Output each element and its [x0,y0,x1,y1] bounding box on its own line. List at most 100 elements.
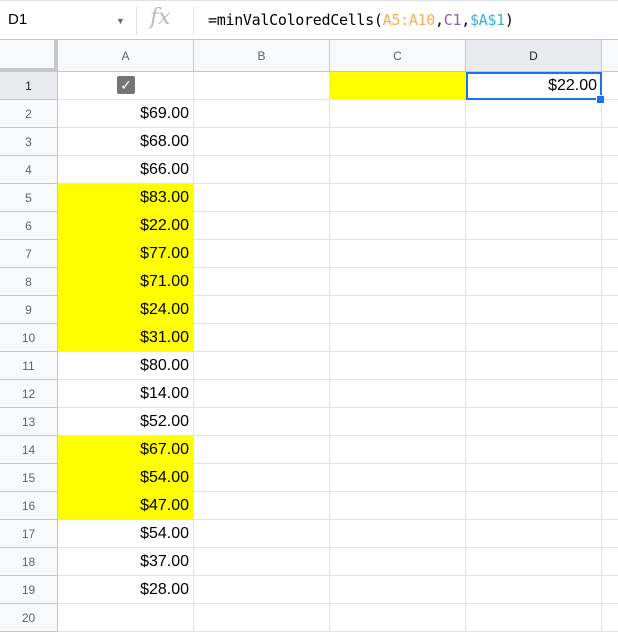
cell-a7[interactable]: $77.00 [58,240,194,268]
cell[interactable] [194,352,330,380]
row-header-17[interactable]: 17 [0,520,58,548]
cell-d1-result[interactable]: $22.00 [466,72,602,100]
cell[interactable] [466,604,602,632]
cell[interactable] [330,324,466,352]
cell[interactable] [602,520,618,548]
fill-handle[interactable] [596,95,605,104]
cell[interactable] [330,268,466,296]
cell[interactable] [466,268,602,296]
cell[interactable] [330,184,466,212]
cell[interactable] [330,240,466,268]
cell-a14[interactable]: $67.00 [58,436,194,464]
cell[interactable] [330,520,466,548]
row-header-10[interactable]: 10 [0,324,58,352]
column-header-a[interactable]: A [58,40,194,72]
row-header-6[interactable]: 6 [0,212,58,240]
cell[interactable] [466,324,602,352]
cell-a16[interactable]: $47.00 [58,492,194,520]
cell[interactable] [466,184,602,212]
cell-a15[interactable]: $54.00 [58,464,194,492]
cell[interactable] [330,212,466,240]
cell[interactable] [602,296,618,324]
cell[interactable] [466,100,602,128]
cell[interactable] [466,576,602,604]
cell[interactable] [194,520,330,548]
cell[interactable] [602,72,618,100]
cell[interactable] [466,380,602,408]
cell[interactable] [330,436,466,464]
cell-a8[interactable]: $71.00 [58,268,194,296]
cell[interactable] [602,380,618,408]
cell[interactable] [330,100,466,128]
cell-a18[interactable]: $37.00 [58,548,194,576]
cell[interactable] [602,492,618,520]
column-header-b[interactable]: B [194,40,330,72]
row-header-11[interactable]: 11 [0,352,58,380]
cell[interactable] [330,156,466,184]
cell[interactable] [466,492,602,520]
cell[interactable] [602,576,618,604]
cell[interactable] [466,464,602,492]
cell-a4[interactable]: $66.00 [58,156,194,184]
row-header-18[interactable]: 18 [0,548,58,576]
cell[interactable] [602,268,618,296]
cell[interactable] [466,352,602,380]
cell[interactable] [602,156,618,184]
row-header-20[interactable]: 20 [0,604,58,632]
cell[interactable] [194,156,330,184]
cell[interactable] [466,212,602,240]
cell[interactable] [602,464,618,492]
cell[interactable] [194,548,330,576]
cell[interactable] [194,492,330,520]
cell[interactable] [330,380,466,408]
row-header-5[interactable]: 5 [0,184,58,212]
cell[interactable] [330,408,466,436]
cell[interactable] [194,408,330,436]
cell[interactable] [466,156,602,184]
cell[interactable] [466,240,602,268]
cell[interactable] [194,464,330,492]
cell[interactable] [330,464,466,492]
row-header-13[interactable]: 13 [0,408,58,436]
cell[interactable] [58,604,194,632]
row-header-16[interactable]: 16 [0,492,58,520]
cell[interactable] [194,240,330,268]
select-all-corner[interactable] [0,40,58,72]
cell[interactable] [194,436,330,464]
cell[interactable] [330,296,466,324]
cell-a10[interactable]: $31.00 [58,324,194,352]
cell-a1[interactable]: ✓ [58,72,194,100]
cell[interactable] [602,436,618,464]
cell-c1-color-reference[interactable] [330,72,466,100]
cell[interactable] [330,604,466,632]
cell[interactable] [194,72,330,100]
row-header-15[interactable]: 15 [0,464,58,492]
cell[interactable] [602,324,618,352]
cell[interactable] [330,492,466,520]
cell-a6[interactable]: $22.00 [58,212,194,240]
cell[interactable] [330,352,466,380]
column-header-c[interactable]: C [330,40,466,72]
cell[interactable] [602,240,618,268]
cell-a9[interactable]: $24.00 [58,296,194,324]
cell[interactable] [194,576,330,604]
cell-a12[interactable]: $14.00 [58,380,194,408]
cell[interactable] [602,212,618,240]
cell[interactable] [602,548,618,576]
cell-a3[interactable]: $68.00 [58,128,194,156]
cell[interactable] [602,100,618,128]
row-header-4[interactable]: 4 [0,156,58,184]
cell[interactable] [602,352,618,380]
cell[interactable] [466,128,602,156]
column-header-d[interactable]: D [466,40,602,72]
cell-a17[interactable]: $54.00 [58,520,194,548]
cell[interactable] [194,128,330,156]
cell[interactable] [194,380,330,408]
formula-input[interactable]: =minValColoredCells(A5:A10,C1,$A$1) [208,11,514,29]
cell[interactable] [330,128,466,156]
cell[interactable] [194,604,330,632]
row-header-3[interactable]: 3 [0,128,58,156]
cell-a11[interactable]: $80.00 [58,352,194,380]
cell[interactable] [194,212,330,240]
cell[interactable] [194,268,330,296]
